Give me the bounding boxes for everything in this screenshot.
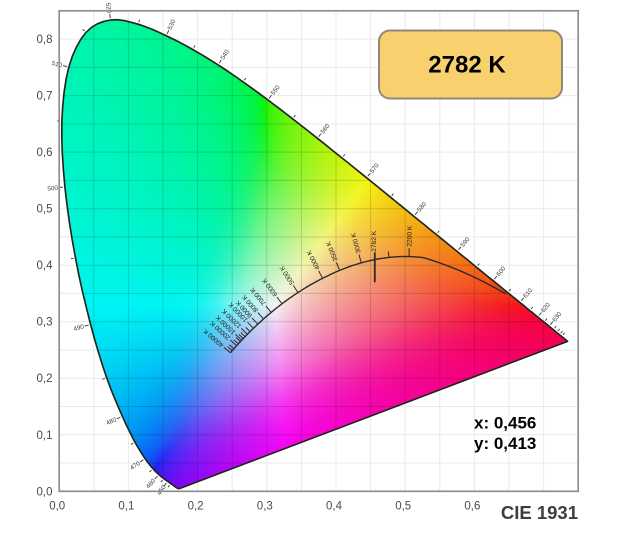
svg-text:0,5: 0,5 [395, 501, 411, 513]
svg-text:2200 K: 2200 K [406, 225, 413, 247]
svg-text:0,5: 0,5 [37, 204, 53, 216]
svg-text:4000 K: 4000 K [306, 248, 322, 270]
svg-text:5000 K: 5000 K [278, 264, 296, 286]
svg-text:500: 500 [47, 185, 59, 193]
svg-text:600: 600 [495, 265, 507, 278]
svg-text:520: 520 [104, 2, 113, 14]
svg-text:0,1: 0,1 [37, 430, 53, 442]
svg-text:0,4: 0,4 [37, 260, 54, 272]
svg-text:0,3: 0,3 [37, 317, 53, 329]
svg-text:460: 460 [145, 477, 158, 490]
svg-text:610: 610 [522, 287, 534, 300]
svg-text:510: 510 [51, 60, 63, 70]
svg-text:0,3: 0,3 [257, 501, 273, 513]
svg-text:2782 K: 2782 K [371, 230, 378, 252]
svg-text:0,4: 0,4 [326, 501, 343, 513]
svg-text:580: 580 [416, 200, 428, 213]
svg-text:450: 450 [156, 484, 168, 497]
svg-text:0,2: 0,2 [37, 373, 53, 385]
svg-text:550: 550 [270, 84, 282, 97]
svg-text:590: 590 [459, 236, 471, 249]
svg-text:540: 540 [219, 48, 231, 61]
svg-text:2782 K: 2782 K [428, 52, 506, 79]
svg-text:0,0: 0,0 [37, 486, 53, 498]
svg-text:490: 490 [73, 323, 85, 333]
svg-text:3000 K: 3000 K [350, 231, 363, 254]
svg-text:480: 480 [105, 416, 118, 427]
svg-text:620: 620 [540, 301, 552, 314]
svg-text:6000 K: 6000 K [261, 276, 280, 297]
svg-text:CIE 1931: CIE 1931 [501, 502, 578, 523]
svg-text:530: 530 [167, 18, 178, 31]
svg-text:0,2: 0,2 [188, 501, 204, 513]
svg-text:0,0: 0,0 [49, 501, 65, 513]
svg-text:3500 K: 3500 K [325, 240, 340, 263]
svg-text:y: 0,413: y: 0,413 [474, 434, 536, 453]
svg-text:0,6: 0,6 [464, 501, 480, 513]
svg-text:0,8: 0,8 [37, 34, 53, 46]
svg-text:470: 470 [129, 460, 142, 472]
svg-text:0,1: 0,1 [118, 501, 134, 513]
svg-text:0,6: 0,6 [37, 147, 53, 159]
svg-text:0,7: 0,7 [37, 91, 53, 103]
svg-text:x: 0,456: x: 0,456 [474, 414, 536, 433]
